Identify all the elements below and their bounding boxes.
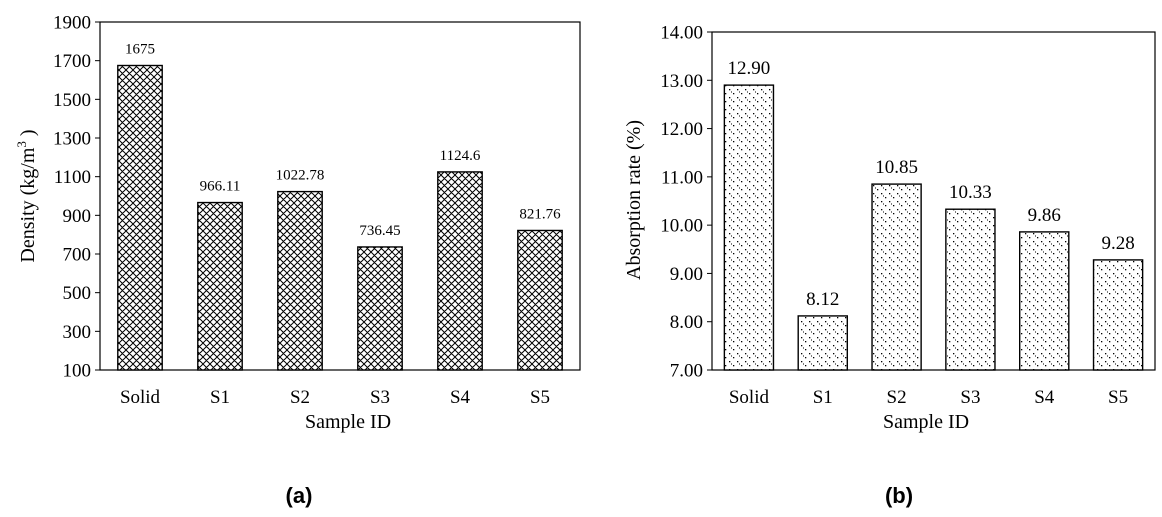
category-label: S1 bbox=[210, 387, 230, 408]
data-label: 12.90 bbox=[728, 58, 771, 79]
bar-s3 bbox=[357, 246, 403, 371]
category-label: S3 bbox=[960, 387, 980, 408]
data-label: 821.76 bbox=[519, 206, 561, 222]
y-tick-label: 900 bbox=[63, 206, 92, 227]
data-label: 1022.78 bbox=[276, 168, 325, 184]
y-tick-label: 12.00 bbox=[660, 119, 703, 140]
y-tick-label: 10.00 bbox=[660, 216, 703, 237]
bar-s2 bbox=[277, 190, 323, 371]
data-label: 10.33 bbox=[949, 182, 992, 203]
bar-s5 bbox=[1092, 259, 1144, 371]
data-label: 8.12 bbox=[806, 289, 839, 310]
category-label: Solid bbox=[120, 387, 161, 408]
bar-s5 bbox=[517, 229, 563, 371]
y-tick-label: 500 bbox=[63, 283, 92, 304]
bar-solid bbox=[723, 84, 775, 371]
data-label: 1124.6 bbox=[440, 148, 481, 164]
x-axis-title: Sample ID bbox=[305, 411, 391, 433]
category-label: S2 bbox=[887, 387, 907, 408]
bar-s1 bbox=[197, 201, 243, 371]
data-label: 9.86 bbox=[1028, 205, 1061, 226]
y-tick-label: 700 bbox=[63, 245, 92, 266]
data-label: 9.28 bbox=[1101, 233, 1134, 254]
category-label: S4 bbox=[1034, 387, 1055, 408]
y-axis-title: Absorption rate (%) bbox=[623, 120, 645, 280]
y-tick-label: 14.00 bbox=[660, 23, 703, 44]
data-label: 736.45 bbox=[359, 223, 400, 239]
bar-s4 bbox=[1019, 231, 1070, 371]
y-tick-label: 11.00 bbox=[661, 167, 703, 188]
y-axis-title: Density (kg/m3 ) bbox=[14, 129, 39, 262]
plot-frame bbox=[99, 21, 581, 371]
density-chart: 100 300 500 700 900 1100 1300 1500 1700 1900 1675… bbox=[14, 13, 581, 508]
panel-label: (b) bbox=[885, 483, 913, 508]
category-label: S5 bbox=[530, 387, 550, 408]
category-label: S3 bbox=[370, 387, 390, 408]
y-tick-label: 1300 bbox=[53, 129, 91, 150]
category-label: S5 bbox=[1108, 387, 1128, 408]
y-tick-label: 1700 bbox=[53, 51, 91, 72]
data-label: 10.85 bbox=[875, 157, 918, 178]
y-tick-label: 100 bbox=[63, 361, 92, 382]
panel-label: (a) bbox=[286, 483, 313, 508]
category-label: S4 bbox=[450, 387, 471, 408]
plot-frame bbox=[711, 31, 1156, 371]
bar-s3 bbox=[945, 208, 996, 371]
y-tick-label: 1500 bbox=[53, 90, 91, 111]
y-tick-label: 8.00 bbox=[670, 312, 703, 333]
category-label: S2 bbox=[290, 387, 310, 408]
y-tick-label: 7.00 bbox=[670, 361, 703, 382]
bar-solid bbox=[117, 64, 163, 371]
absorption-chart: 7.00 8.00 9.00 10.00 11.00 12.00 13.00 14.00 12… bbox=[623, 23, 1156, 508]
bar-s1 bbox=[797, 315, 848, 371]
category-label: Solid bbox=[729, 387, 770, 408]
data-label: 966.11 bbox=[200, 179, 241, 195]
y-tick-label: 1100 bbox=[54, 167, 91, 188]
x-axis-title: Sample ID bbox=[883, 411, 969, 433]
data-label: 1675 bbox=[125, 42, 155, 58]
y-tick-label: 1900 bbox=[53, 13, 91, 34]
y-tick-label: 9.00 bbox=[670, 264, 703, 285]
y-tick-label: 13.00 bbox=[660, 71, 703, 92]
category-label: S1 bbox=[813, 387, 833, 408]
bar-s2 bbox=[871, 183, 922, 371]
bar-s4 bbox=[437, 171, 483, 371]
y-tick-label: 300 bbox=[63, 322, 92, 343]
